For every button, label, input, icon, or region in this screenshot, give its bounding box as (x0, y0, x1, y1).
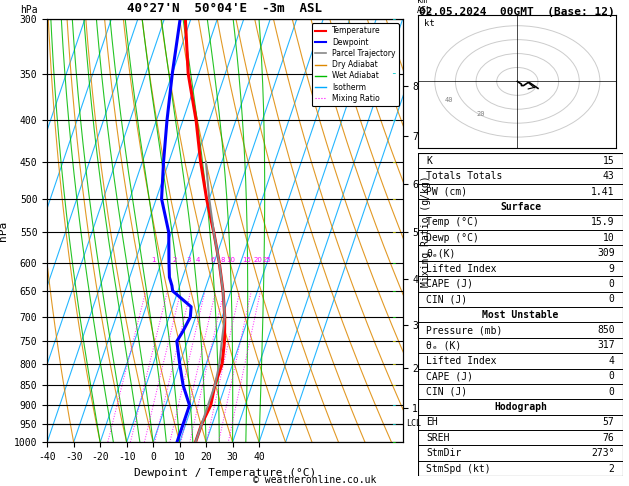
Text: SREH: SREH (426, 433, 450, 443)
Text: 20: 20 (476, 111, 484, 117)
Text: 850: 850 (597, 325, 615, 335)
Text: 02.05.2024  00GMT  (Base: 12): 02.05.2024 00GMT (Base: 12) (420, 7, 615, 17)
Text: EH: EH (426, 417, 438, 427)
Text: Hodograph: Hodograph (494, 402, 547, 412)
Text: 9: 9 (609, 263, 615, 274)
Text: -: - (390, 15, 396, 24)
Text: Lifted Index: Lifted Index (426, 356, 497, 366)
Text: -: - (390, 312, 396, 322)
Text: kt: kt (424, 18, 435, 28)
Text: StmDir: StmDir (426, 448, 462, 458)
Text: 40: 40 (445, 97, 454, 104)
Text: © weatheronline.co.uk: © weatheronline.co.uk (253, 475, 376, 485)
Text: Temp (°C): Temp (°C) (426, 217, 479, 227)
Text: 15: 15 (242, 257, 251, 263)
Text: 1.41: 1.41 (591, 187, 615, 196)
Text: -: - (390, 116, 396, 125)
Legend: Temperature, Dewpoint, Parcel Trajectory, Dry Adiabat, Wet Adiabat, Isotherm, Mi: Temperature, Dewpoint, Parcel Trajectory… (311, 23, 399, 106)
Text: CIN (J): CIN (J) (426, 295, 467, 304)
Text: -: - (390, 437, 396, 447)
Text: Dewp (°C): Dewp (°C) (426, 233, 479, 243)
Text: θₑ (K): θₑ (K) (426, 341, 462, 350)
Text: 1: 1 (152, 257, 156, 263)
Text: 3: 3 (186, 257, 191, 263)
Text: -: - (390, 380, 396, 390)
Text: 6: 6 (210, 257, 214, 263)
Text: 25: 25 (263, 257, 272, 263)
Text: 2: 2 (173, 257, 177, 263)
Text: CIN (J): CIN (J) (426, 387, 467, 397)
Text: StmSpd (kt): StmSpd (kt) (426, 464, 491, 473)
Text: 317: 317 (597, 341, 615, 350)
Text: 0: 0 (609, 371, 615, 381)
X-axis label: Dewpoint / Temperature (°C): Dewpoint / Temperature (°C) (134, 468, 316, 478)
Text: 10: 10 (603, 233, 615, 243)
Text: θₑ(K): θₑ(K) (426, 248, 456, 258)
Text: -: - (390, 227, 396, 237)
Text: 0: 0 (609, 279, 615, 289)
Text: 4: 4 (196, 257, 200, 263)
Text: PW (cm): PW (cm) (426, 187, 467, 196)
Text: 0: 0 (609, 387, 615, 397)
Y-axis label: hPa: hPa (0, 221, 8, 241)
Text: -: - (390, 157, 396, 167)
Text: Pressure (mb): Pressure (mb) (426, 325, 503, 335)
Text: 15: 15 (603, 156, 615, 166)
Text: CAPE (J): CAPE (J) (426, 371, 474, 381)
Text: Totals Totals: Totals Totals (426, 171, 503, 181)
Text: -: - (390, 286, 396, 296)
Text: LCL: LCL (406, 419, 421, 428)
Text: 15.9: 15.9 (591, 217, 615, 227)
Text: 273°: 273° (591, 448, 615, 458)
Text: 309: 309 (597, 248, 615, 258)
Text: Lifted Index: Lifted Index (426, 263, 497, 274)
Text: Surface: Surface (500, 202, 541, 212)
Text: 40°27'N  50°04'E  -3m  ASL: 40°27'N 50°04'E -3m ASL (127, 2, 323, 15)
Text: K: K (426, 156, 432, 166)
Text: 57: 57 (603, 417, 615, 427)
Text: 4: 4 (609, 356, 615, 366)
Text: -: - (390, 419, 396, 429)
Text: -: - (390, 258, 396, 268)
Text: CAPE (J): CAPE (J) (426, 279, 474, 289)
Text: 8: 8 (221, 257, 225, 263)
Text: -: - (390, 359, 396, 369)
Text: 43: 43 (603, 171, 615, 181)
Text: 10: 10 (226, 257, 236, 263)
Text: -: - (390, 194, 396, 204)
Y-axis label: Mixing Ratio (g/kg): Mixing Ratio (g/kg) (421, 175, 431, 287)
Text: -: - (390, 400, 396, 410)
Text: 76: 76 (603, 433, 615, 443)
Text: hPa: hPa (21, 5, 38, 15)
Text: -: - (390, 69, 396, 79)
Text: 0: 0 (609, 295, 615, 304)
Text: Most Unstable: Most Unstable (482, 310, 559, 320)
Text: km
ASL: km ASL (417, 0, 431, 15)
Text: 20: 20 (253, 257, 263, 263)
Text: 2: 2 (609, 464, 615, 473)
Text: -: - (390, 336, 396, 346)
